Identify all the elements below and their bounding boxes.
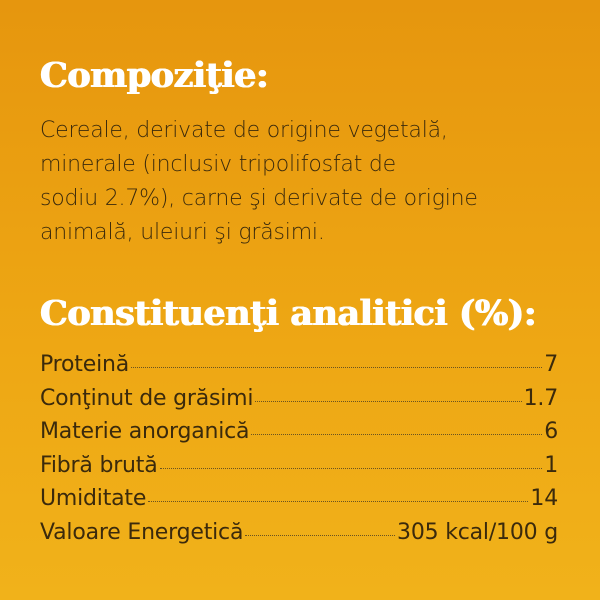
analysis-row: Umiditate 14: [40, 486, 558, 520]
row-value: 7: [544, 352, 558, 377]
composition-line: minerale (inclusiv tripolifosfat de: [40, 152, 397, 177]
analysis-row: Conţinut de grăsimi 1.7: [40, 386, 558, 420]
dotted-leader: [245, 534, 396, 536]
composition-text: Cereale, derivate de origine vegetală, mi…: [40, 114, 560, 250]
dotted-leader: [159, 467, 543, 469]
row-value: 1: [544, 452, 558, 478]
row-value: 1.7: [523, 385, 559, 411]
composition-line: sodiu 2.7%), carne şi derivate de origin…: [40, 186, 478, 211]
dotted-leader: [131, 367, 543, 368]
analysis-table: Proteină 7 Conţinut de grăsimi 1.7 Materie a…: [40, 352, 558, 553]
composition-line: Cereale, derivate de origine vegetală,: [40, 118, 448, 143]
row-label: Umiditate: [40, 486, 147, 511]
row-label: Proteină: [40, 352, 129, 377]
row-label: Conţinut de grăsimi: [40, 385, 254, 411]
row-value: 14: [530, 486, 558, 511]
row-label: Valoare Energetică: [40, 519, 244, 545]
analysis-row: Proteină 7: [40, 352, 558, 386]
dotted-leader: [255, 400, 522, 402]
analysis-heading: Constituenţi analitici (%):: [40, 293, 537, 334]
row-value: 6: [544, 419, 558, 444]
composition-heading: Compoziţie:: [40, 55, 269, 96]
row-label: Fibră brută: [40, 452, 158, 478]
analysis-row: Materie anorganică 6: [40, 419, 558, 453]
composition-line: animală, uleiuri şi grăsimi.: [40, 220, 325, 245]
dotted-leader: [148, 501, 529, 502]
row-label: Materie anorganică: [40, 419, 250, 444]
row-value: 305 kcal/100 g: [397, 519, 558, 545]
dotted-leader: [251, 434, 543, 435]
analysis-row: Fibră brută 1: [40, 453, 558, 487]
analysis-row: Valoare Energetică 305 kcal/100 g: [40, 520, 558, 554]
